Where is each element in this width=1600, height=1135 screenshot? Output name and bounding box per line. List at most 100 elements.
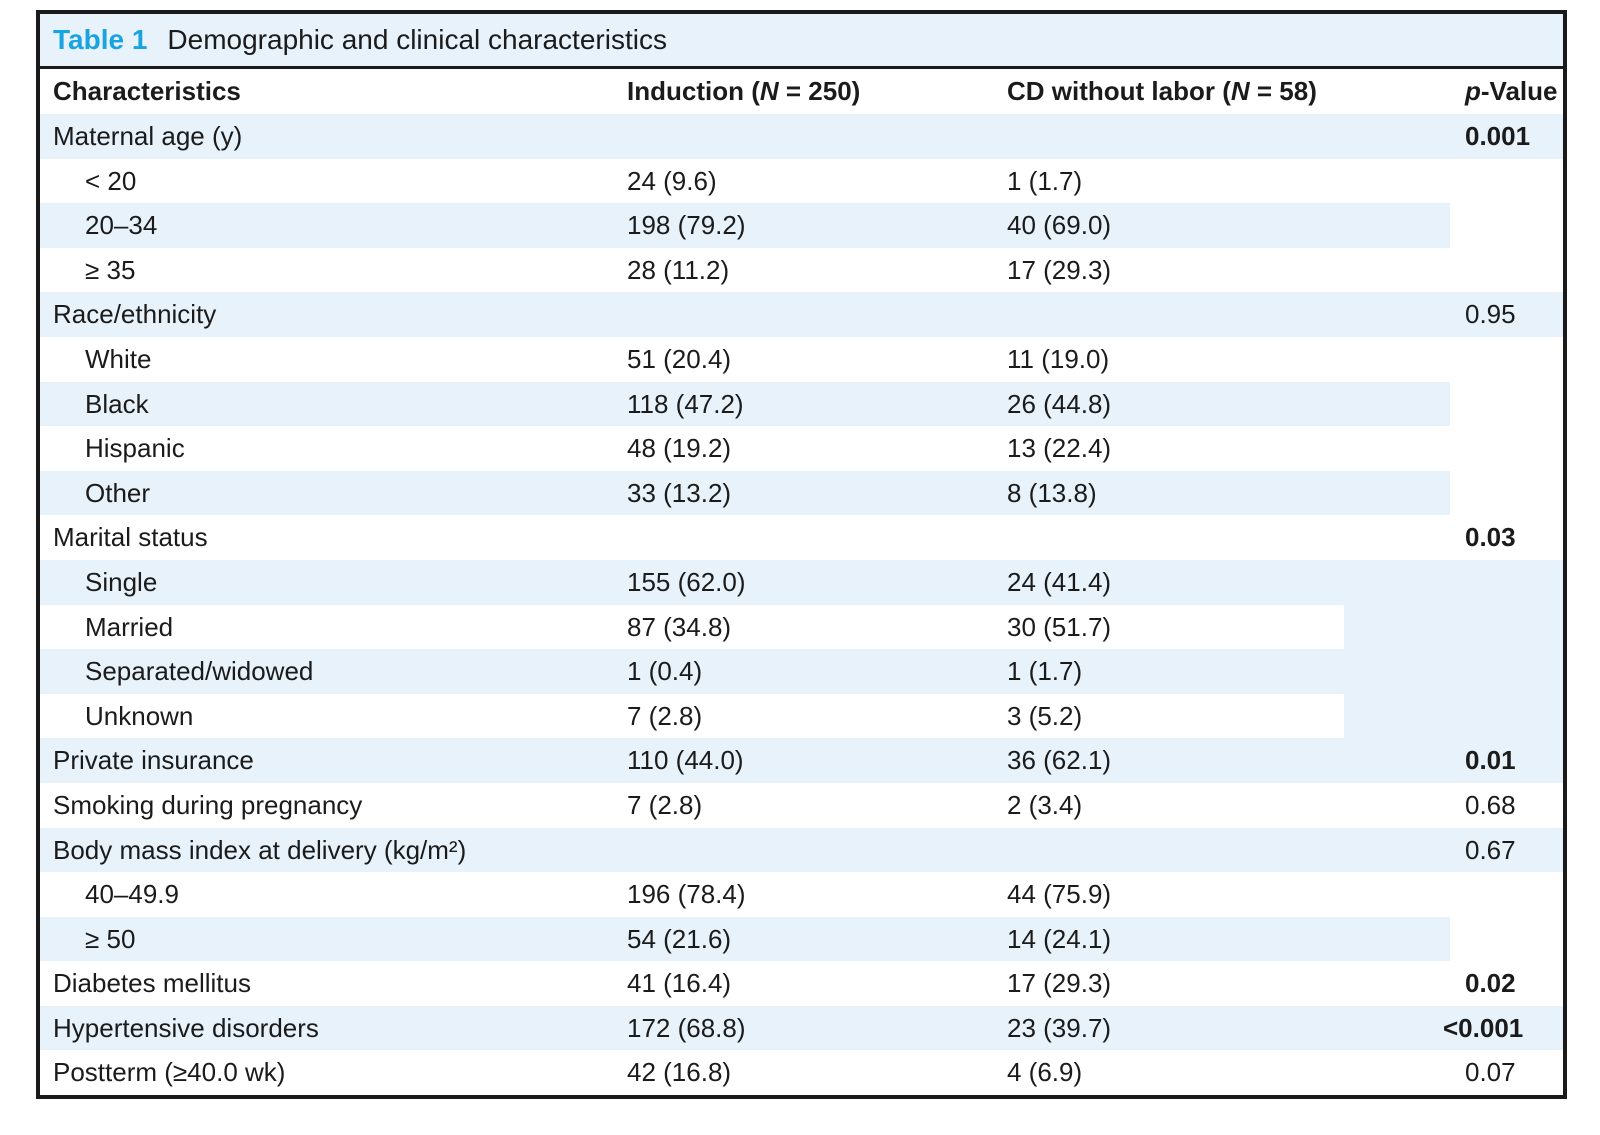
cell-cd-value: 36 (62.1) [1007,745,1112,776]
cell-induction-value: 118 (47.2) [627,388,744,419]
cell-characteristic: 40–49.9 [85,879,179,910]
col-header-p-rest: -Value [1480,76,1558,106]
cell-characteristic: Marital status [53,522,208,553]
col-header-induction-prefix: Induction ( [627,76,760,106]
cell-characteristic: Single [85,566,158,597]
col-header-cd-n: N [1230,76,1250,106]
cell-p-value: <0.001 [1443,1012,1524,1043]
cell-characteristic: Body mass index at delivery (kg/m²) [53,834,467,865]
table-number: Table 1 [53,24,148,55]
table-row: 20–34 198 (79.2) 40 (69.0) [40,203,1563,248]
cell-cd-value: 17 (29.3) [1007,254,1112,285]
table-row: Marital status 0.03 [40,515,1563,560]
cell-characteristic: Postterm (≥40.0 wk) [53,1057,286,1088]
cell-induction-value: 87 (34.8) [627,611,732,642]
cell-cd-value: 4 (6.9) [1007,1057,1083,1088]
table-row: ≥ 35 28 (11.2) 17 (29.3) [40,247,1563,293]
col-header-cd-without-labor: CD without labor (N = 58) [1007,69,1317,114]
table-row: Single 155 (62.0) 24 (41.4) [40,559,1563,605]
cell-induction-value: 1 (0.4) [627,656,703,687]
cell-cd-value: 44 (75.9) [1007,879,1112,910]
table-row: Body mass index at delivery (kg/m²) 0.67 [40,827,1563,873]
cell-induction-value: 48 (19.2) [627,433,732,464]
table-row: Unknown 7 (2.8) 3 (5.2) [40,693,1563,739]
col-header-cd-suffix: = 58) [1249,76,1317,106]
cell-characteristic: Private insurance [53,745,254,776]
table-title-bar: Table 1 Demographic and clinical charact… [40,14,1563,69]
cell-characteristic: Maternal age (y) [53,121,243,151]
cell-p-value: 0.67 [1465,834,1516,865]
cell-characteristic: 20–34 [85,210,158,241]
cell-induction-value: 196 (78.4) [627,879,746,910]
cell-cd-value: 11 (19.0) [1007,343,1110,374]
cell-characteristic: ≥ 35 [85,254,136,285]
cell-cd-value: 17 (29.3) [1007,968,1112,999]
col-header-induction: Induction (N = 250) [627,69,860,114]
cell-characteristic: ≥ 50 [85,923,136,954]
cell-p-value: 0.02 [1465,968,1516,999]
cell-induction-value: 28 (11.2) [627,254,730,285]
table-row: Other 33 (13.2) 8 (13.8) [40,470,1563,516]
table-row: Hypertensive disorders 172 (68.8) 23 (39.7… [40,1005,1563,1051]
cell-characteristic: Other [85,477,151,508]
table-row: ≥ 50 54 (21.6) 14 (24.1) [40,916,1563,962]
table-row: Smoking during pregnancy 7 (2.8) 2 (3.4) 0.… [40,782,1563,828]
cell-cd-value: 1 (1.7) [1007,656,1083,687]
cell-induction-value: 198 (79.2) [627,210,746,241]
cell-cd-value: 30 (51.7) [1007,611,1112,642]
col-header-characteristics: Characteristics [53,76,241,106]
col-header-induction-n: N [759,76,779,106]
cell-characteristic: Unknown [85,700,194,731]
cell-characteristic: < 20 [85,165,137,196]
cell-characteristic: Race/ethnicity [53,299,217,330]
cell-characteristic: Hispanic [85,433,185,464]
cell-cd-value: 26 (44.8) [1007,388,1112,419]
table-row: Private insurance 110 (44.0) 36 (62.1) 0.01 [40,738,1563,783]
cell-cd-value: 3 (5.2) [1007,700,1083,731]
table-row: Maternal age (y) 0.001 [40,114,1563,159]
cell-induction-value: 41 (16.4) [627,968,732,999]
table-row: Married 87 (34.8) 30 (51.7) [40,604,1563,650]
cell-cd-value: 14 (24.1) [1007,923,1112,954]
cell-induction-value: 54 (21.6) [627,923,732,954]
cell-characteristic: Diabetes mellitus [53,968,251,999]
cell-cd-value: 24 (41.4) [1007,566,1112,597]
cell-characteristic: Smoking during pregnancy [53,789,363,820]
table-body: Maternal age (y) 0.001 < 20 24 (9.6) 1 (1.7)… [40,114,1563,1096]
table-row: White 51 (20.4) 11 (19.0) [40,336,1563,382]
table-row: Race/ethnicity 0.95 [40,292,1563,337]
cell-cd-value: 8 (13.8) [1007,477,1097,508]
cell-cd-value: 13 (22.4) [1007,433,1112,464]
cell-induction-value: 7 (2.8) [627,700,703,731]
cell-characteristic: Hypertensive disorders [53,1012,319,1043]
cell-induction-value: 172 (68.8) [627,1012,746,1043]
col-header-p-italic: p [1465,76,1481,106]
cell-p-value: 0.001 [1465,121,1531,151]
table-row: < 20 24 (9.6) 1 (1.7) [40,158,1563,204]
cell-induction-value: 42 (16.8) [627,1057,732,1088]
col-header-cd-prefix: CD without labor ( [1007,76,1231,106]
table-row: Postterm (≥40.0 wk) 42 (16.8) 4 (6.9) 0.07 [40,1050,1563,1096]
col-header-induction-suffix: = 250) [778,76,861,106]
table-row: Diabetes mellitus 41 (16.4) 17 (29.3) 0.02 [40,961,1563,1006]
table-row: Black 118 (47.2) 26 (44.8) [40,381,1563,427]
cell-induction-value: 33 (13.2) [627,477,732,508]
cell-cd-value: 40 (69.0) [1007,210,1112,241]
cell-p-value: 0.01 [1465,745,1516,776]
demographics-table: Table 1 Demographic and clinical charact… [36,10,1567,1100]
cell-cd-value: 1 (1.7) [1007,165,1083,196]
table-row: Separated/widowed 1 (0.4) 1 (1.7) [40,649,1563,694]
cell-p-value: 0.07 [1465,1057,1516,1088]
table-caption: Demographic and clinical characteristics [167,24,667,55]
table-row: Hispanic 48 (19.2) 13 (22.4) [40,426,1563,471]
cell-cd-value: 23 (39.7) [1007,1012,1112,1043]
cell-induction-value: 155 (62.0) [627,566,746,597]
cell-p-value: 0.95 [1465,299,1516,330]
table-row: 40–49.9 196 (78.4) 44 (75.9) [40,872,1563,917]
cell-induction-value: 51 (20.4) [627,343,732,374]
cell-induction-value: 24 (9.6) [627,165,717,196]
cell-induction-value: 110 (44.0) [627,745,744,776]
cell-induction-value: 7 (2.8) [627,789,703,820]
table-header-row: Characteristics Induction (N = 250) CD w… [40,69,1563,114]
